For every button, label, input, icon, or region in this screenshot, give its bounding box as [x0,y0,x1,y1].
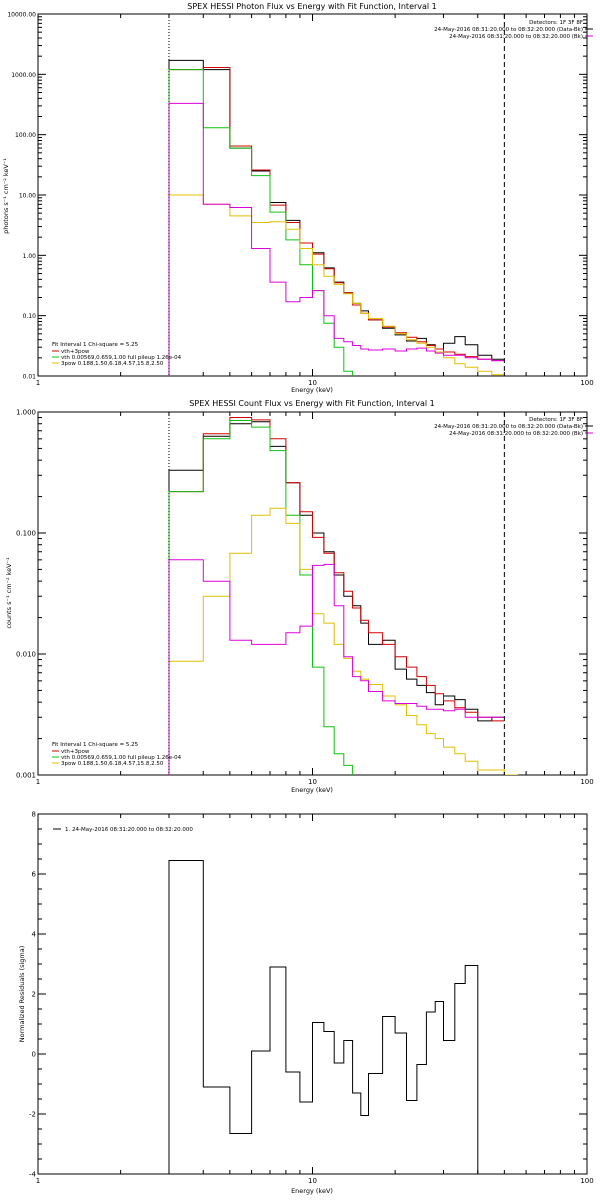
count-flux-fit-info: Fit Interval 1 Chi-square = 5.25 [52,742,139,748]
count-flux-interval-data: 24-May-2016 08:31:20.000 to 08:32:20.000… [434,424,583,430]
count-flux-series-3pow [168,507,518,775]
count-flux-legend-vth: vth 0.00569,0.659,1.00 full pileup 1.26e… [61,755,182,761]
count-flux-y-tick-label: 0.100 [16,530,36,538]
photon-flux-xlabel: Energy (keV) [291,386,333,394]
count-flux-xlabel: Energy (keV) [291,786,333,794]
residuals-x-tick-label: 10 [308,1177,317,1185]
photon-flux-y-tick-label: 0.01 [23,374,37,381]
photon-flux-series-vth [168,69,354,376]
count-flux-interval-bk: 24-May-2016 08:31:20.000 to 08:32:20.000… [449,431,583,437]
photon-flux-title: SPEX HESSI Photon Flux vs Energy with Fi… [187,2,437,11]
photon-flux-panel: SPEX HESSI Photon Flux vs Energy with Fi… [2,2,594,394]
count-flux-panel: SPEX HESSI Count Flux vs Energy with Fit… [5,399,594,794]
residuals-y-tick-label: -2 [29,1111,36,1119]
photon-flux-fit-info: Fit Interval 1 Chi-square = 5.25 [52,342,139,348]
residuals-y-tick-label: 8 [32,811,36,819]
residuals-y-tick-label: 0 [32,1051,36,1059]
count-flux-title: SPEX HESSI Count Flux vs Energy with Fit… [189,399,434,408]
photon-flux-y-tick-label: 10.00 [19,193,36,200]
photon-flux-series-vth-3pow [168,67,505,376]
photon-flux-detectors: Detectors: 1F 3F 8F [529,20,583,26]
residuals-legend: 1. 24-May-2016 08:31:20.000 to 08:32:20.… [65,827,193,833]
count-flux-legend-vth-3pow: vth+3pow [61,749,90,755]
photon-flux-series-data-bk [168,59,505,376]
photon-flux-series-bk [168,102,505,376]
photon-flux-legend-vth-3pow: vth+3pow [61,349,90,355]
photon-flux-y-tick-label: 10000.00 [7,12,36,19]
residuals-y-tick-label: 2 [32,991,36,999]
photon-flux-legend-3pow: 3pow 0.188,1.50,6.18,4.57,15.8,2.50 [61,361,164,367]
residuals-ylabel: Normalized Residuals (sigma) [18,946,26,1043]
count-flux-ylabel: counts s⁻¹ cm⁻² keV⁻¹ [5,557,13,629]
photon-flux-y-tick-label: 0.10 [23,313,37,320]
photon-flux-interval-bk: 24-May-2016 08:31:20.000 to 08:32:20.000… [449,34,583,40]
photon-flux-interval-data: 24-May-2016 08:31:20.000 to 08:32:20.000… [434,27,583,33]
count-flux-y-tick-label: 0.001 [16,772,36,780]
count-flux-x-tick-label: 10 [308,778,317,786]
photon-flux-y-tick-label: 1.00 [23,253,37,260]
photon-flux-x-tick-label: 100 [580,379,593,387]
count-flux-series-bk [168,559,505,775]
photon-flux-legend-vth: vth 0.00569,0.659,1.00 full pileup 1.26e… [61,355,182,361]
residuals-y-tick-label: 4 [32,931,37,939]
count-flux-plot-area [168,417,518,775]
photon-flux-series-3pow [168,194,505,376]
count-flux-series-vth [168,420,354,775]
residuals-plot-area [168,860,479,1174]
photon-flux-y-tick-label: 1000.00 [11,72,36,79]
count-flux-y-tick-label: 0.010 [16,651,36,659]
residuals-series-residual [168,860,479,1174]
residuals-y-tick-label: 6 [32,871,37,879]
photon-flux-x-tick-label: 10 [308,379,317,387]
residuals-y-tick-label: -4 [29,1171,37,1179]
photon-flux-ylabel: photons s⁻¹ cm⁻² keV⁻¹ [2,158,10,234]
residuals-x-tick-label: 100 [580,1177,593,1185]
count-flux-x-tick-label: 100 [580,778,593,786]
residuals-panel: Energy (keV) Normalized Residuals (sigma… [18,811,594,1196]
photon-flux-y-tick-label: 100.00 [15,132,36,139]
residuals-xlabel: Energy (keV) [291,1187,333,1195]
count-flux-series-vth-3pow [168,417,505,775]
residuals-x-tick-label: 1 [36,1177,40,1185]
photon-flux-plot-area [168,59,505,376]
count-flux-legend-3pow: 3pow 0.188,1.50,6.18,4.57,15.8,2.50 [61,761,164,767]
count-flux-series-data-bk [168,421,505,775]
count-flux-x-tick-label: 1 [36,778,40,786]
count-flux-detectors: Detectors: 1F 3F 8F [529,417,583,423]
residuals-plot-frame [37,813,588,1175]
photon-flux-x-tick-label: 1 [36,379,40,387]
count-flux-y-tick-label: 1.000 [16,409,36,417]
